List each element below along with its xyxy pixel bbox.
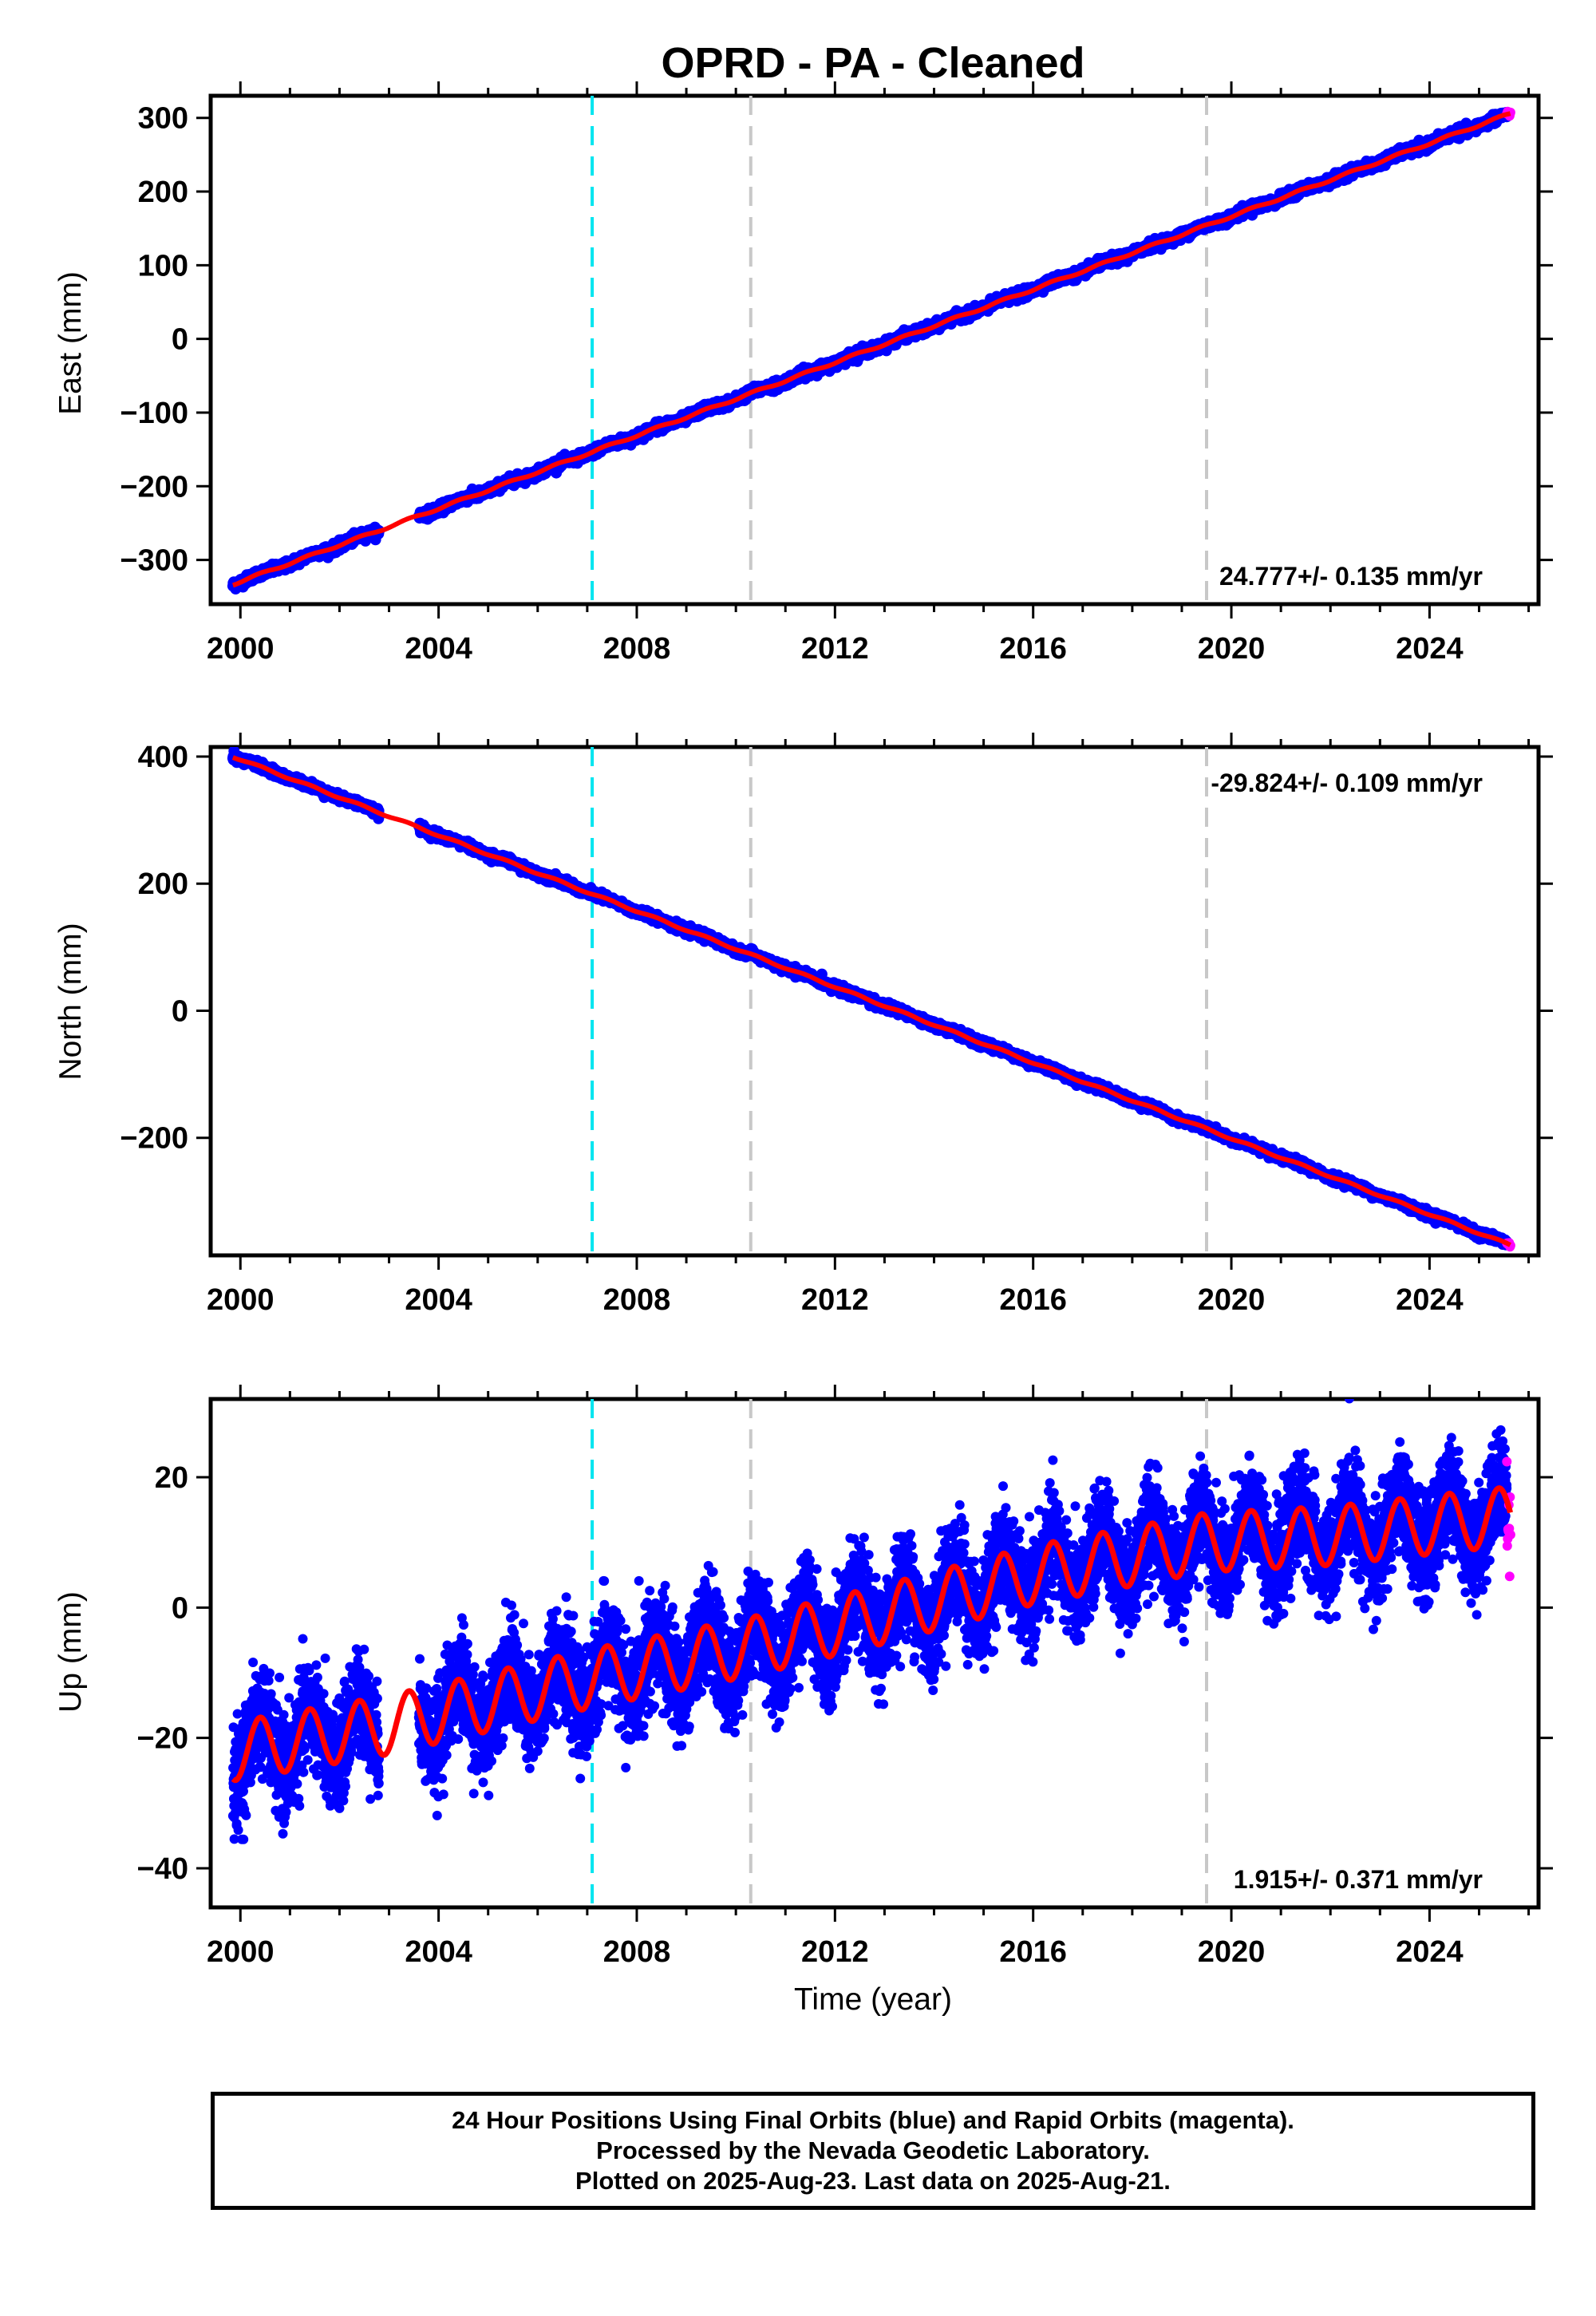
y-tick-label: −300	[120, 544, 188, 578]
x-tick-label: 2020	[1198, 632, 1266, 666]
x-tick-label: 2000	[207, 632, 275, 666]
y-tick-label: −200	[120, 470, 188, 504]
x-tick-label: 2012	[801, 632, 869, 666]
panel-2: 2000 2004 2008 2012 2016 2020 2024−2000200400N…	[53, 733, 1553, 1317]
y-tick-label: 300	[138, 102, 188, 136]
x-tick-label: 2004	[405, 632, 472, 666]
time-series-chart: OPRD - PA - Cleaned 2000 2004 2008 2012 2016…	[53, 39, 1553, 2017]
x-tick-label: 2024	[1396, 632, 1464, 666]
panel-1: 2000 2004 2008 2012 2016 2020 2024−300−200−100…	[53, 81, 1553, 666]
x-tick-label: 2008	[603, 632, 671, 666]
chart-title: OPRD - PA - Cleaned	[661, 39, 1084, 87]
y-tick-label: 100	[138, 249, 188, 283]
x-tick-label: 2016	[999, 632, 1067, 666]
y-tick-label: −100	[120, 397, 188, 430]
rate-label: 24.777+/- 0.135 mm/yr	[1219, 562, 1483, 591]
y-tick-label: 200	[138, 176, 188, 209]
y-tick-label: 0	[172, 323, 188, 357]
y-axis-label: East (mm)	[53, 271, 88, 415]
